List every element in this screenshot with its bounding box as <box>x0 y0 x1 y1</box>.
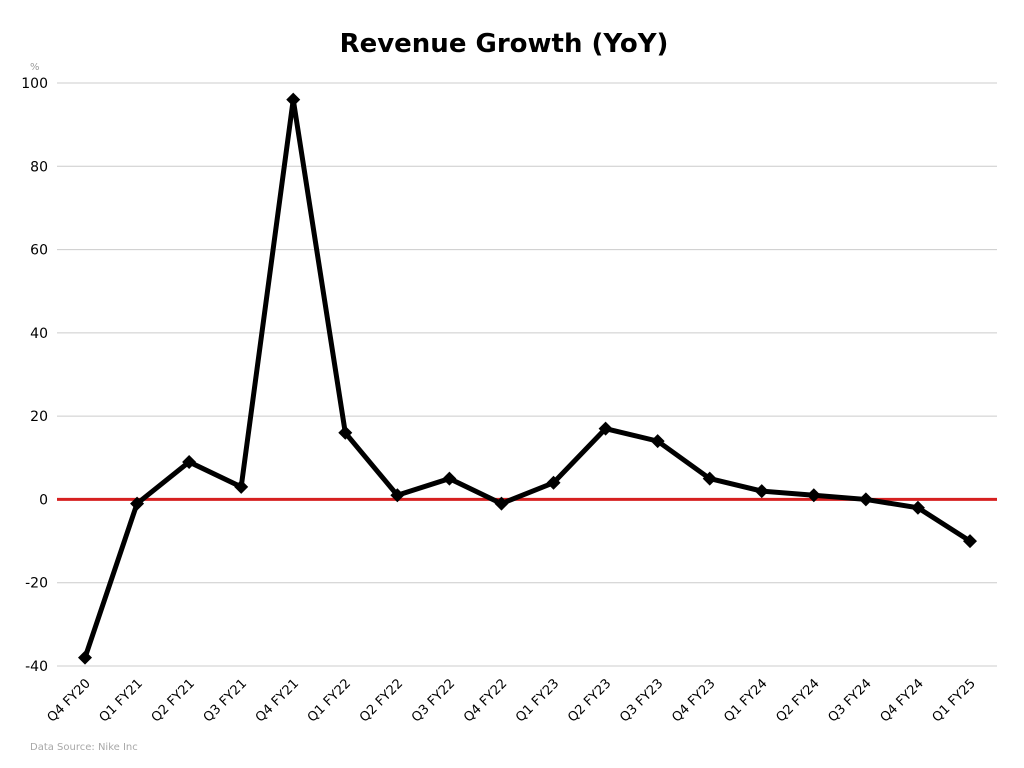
x-tick-label: Q1 FY23 <box>513 676 562 725</box>
y-tick-label: 60 <box>30 243 48 259</box>
data-point-marker <box>390 488 405 503</box>
y-axis-unit-label: % <box>30 62 40 73</box>
x-tick-label: Q3 FY24 <box>825 676 874 725</box>
data-point-marker <box>338 425 353 440</box>
x-tick-label: Q4 FY21 <box>253 676 302 725</box>
data-point-marker <box>806 488 821 503</box>
data-point-marker <box>858 492 873 507</box>
x-tick-label: Q1 FY21 <box>97 676 146 725</box>
data-point-marker <box>754 484 769 499</box>
data-point-marker <box>78 650 92 665</box>
x-tick-label: Q2 FY23 <box>565 676 614 725</box>
x-tick-label: Q4 FY24 <box>878 676 927 725</box>
x-tick-label: Q3 FY21 <box>201 676 250 725</box>
y-axis-ticks: -40 -20 0 20 40 60 80 100 <box>21 76 48 675</box>
y-tick-label: 20 <box>30 409 48 425</box>
y-tick-label: 0 <box>39 492 48 508</box>
x-tick-label: Q4 FY23 <box>669 676 718 725</box>
y-tick-label: 100 <box>21 76 48 92</box>
x-tick-label: Q1 FY22 <box>305 676 354 725</box>
data-point-marker <box>442 471 457 486</box>
x-tick-label: Q2 FY21 <box>149 676 198 725</box>
x-tick-label: Q1 FY25 <box>930 676 979 725</box>
data-point-marker <box>234 479 249 494</box>
x-tick-label: Q1 FY24 <box>721 676 770 725</box>
x-tick-label: Q3 FY22 <box>409 676 458 725</box>
data-point-marker <box>650 434 665 449</box>
data-markers <box>78 92 977 665</box>
data-point-marker <box>130 496 145 511</box>
data-point-marker <box>286 92 301 107</box>
y-tick-label: -40 <box>25 659 48 675</box>
x-axis-ticks: Q4 FY20 Q1 FY21 Q2 FY21 Q3 FY21 Q4 FY21 Q1 FY… <box>45 676 979 725</box>
x-tick-label: Q2 FY24 <box>773 676 822 725</box>
x-tick-label: Q2 FY22 <box>357 676 406 725</box>
x-tick-label: Q4 FY20 <box>45 676 94 725</box>
series-line <box>82 99 973 661</box>
data-point-marker <box>598 421 613 436</box>
y-tick-label: 40 <box>30 326 48 342</box>
data-point-marker <box>546 475 561 490</box>
data-point-marker <box>963 534 977 549</box>
data-point-marker <box>910 500 925 515</box>
y-tick-label: 80 <box>30 159 48 175</box>
chart-title: Revenue Growth (YoY) <box>340 29 669 59</box>
gridlines <box>57 82 997 667</box>
data-point-marker <box>182 454 197 469</box>
x-tick-label: Q3 FY23 <box>617 676 666 725</box>
x-tick-label: Q4 FY22 <box>461 676 510 725</box>
data-source-note: Data Source: Nike Inc <box>30 742 138 753</box>
data-point-marker <box>494 496 509 511</box>
data-point-marker <box>702 471 717 486</box>
y-tick-label: -20 <box>25 576 48 592</box>
